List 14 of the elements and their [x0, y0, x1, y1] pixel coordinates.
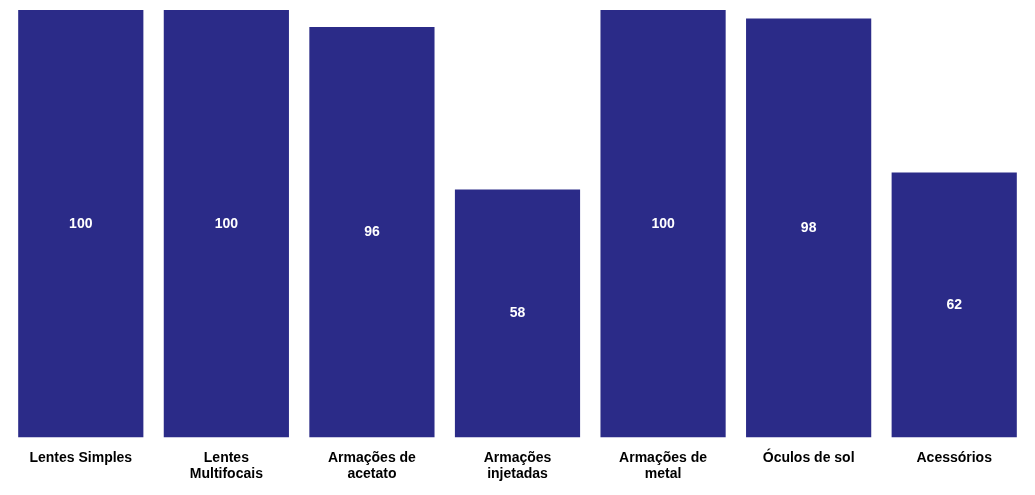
x-tick-label: Armações de acetato	[327, 448, 417, 482]
data-label: 58	[509, 304, 526, 321]
data-label: 100	[69, 214, 93, 231]
data-label: 100	[651, 214, 675, 231]
x-tick-label: Óculos de sol	[762, 447, 855, 465]
data-label: 62	[946, 295, 963, 312]
x-tick-label: Lentes Multifocais	[189, 448, 264, 482]
data-label: 100	[214, 214, 239, 231]
data-label: 98	[800, 218, 817, 235]
x-tick-label: Lentes Simples	[29, 448, 133, 465]
x-tick-label: Acessórios	[916, 448, 993, 465]
data-label: 96	[364, 223, 380, 240]
x-tick-label: Armações de metal	[619, 448, 708, 482]
x-tick-label: Armações injetadas	[483, 448, 552, 482]
